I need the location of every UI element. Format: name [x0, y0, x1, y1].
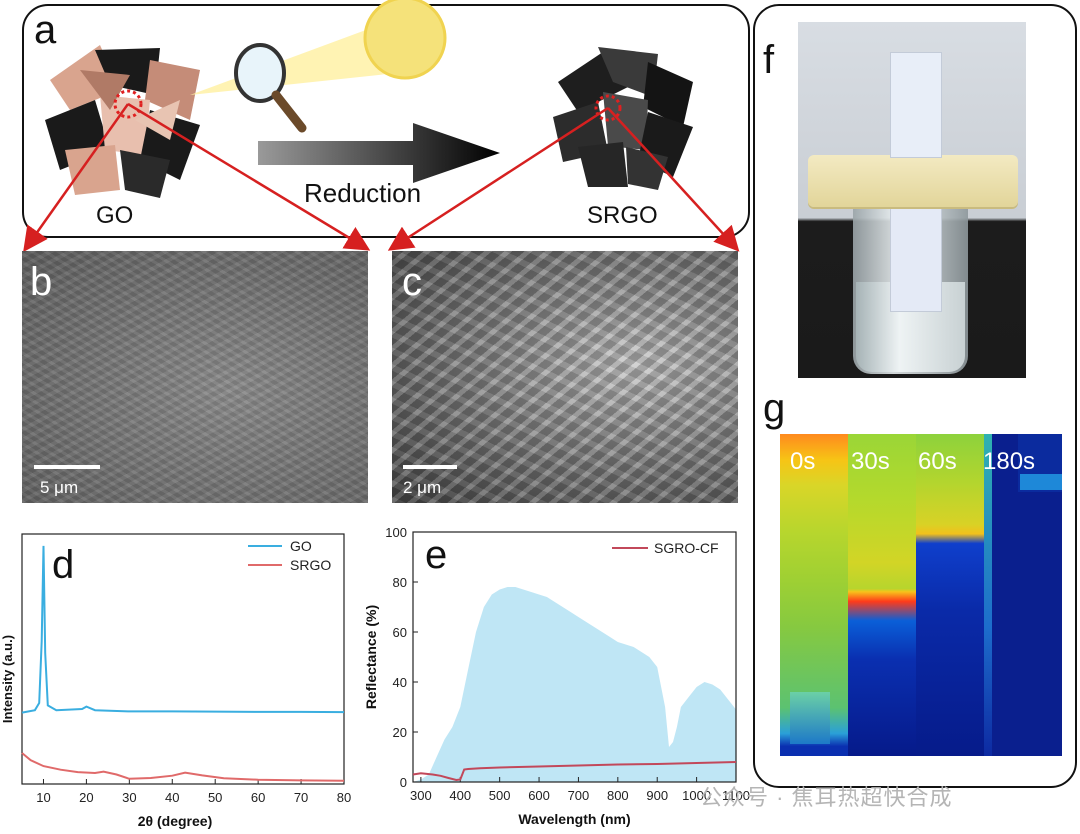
reduction-arrow — [258, 123, 500, 183]
legend-label-sgro-cf: SGRO-CF — [654, 540, 719, 556]
x-axis-label: Wavelength (nm) — [518, 811, 630, 827]
sem-image-go — [22, 251, 368, 503]
x-tick-label: 800 — [607, 788, 629, 803]
thermal-image-60s — [916, 434, 984, 756]
legend-label-srgo: SRGO — [290, 557, 331, 573]
x-tick-label: 10 — [36, 790, 50, 805]
x-tick-label: 1000 — [682, 788, 711, 803]
series-line-srgo — [21, 752, 345, 782]
series-line-go — [21, 545, 345, 714]
sem-image-srgo — [392, 251, 738, 503]
y-tick-label: 100 — [385, 525, 407, 540]
panel-g-letter: g — [763, 386, 786, 430]
thermal-image-180s — [984, 434, 1062, 756]
solar-spectrum-area — [413, 587, 736, 782]
x-tick-label: 500 — [489, 788, 511, 803]
xrd-chart: 10 20 30 40 50 60 70 80 2θ (degree) Intensity (a.… — [0, 533, 351, 829]
panel-b-letter: b — [30, 260, 53, 304]
go-illustration — [45, 45, 200, 198]
time-label-30s: 30s — [851, 448, 890, 475]
x-tick-label: 20 — [79, 790, 93, 805]
scale-label-c: 2 μm — [403, 478, 442, 497]
y-tick-label: 80 — [393, 575, 407, 590]
watermark-text: 公众号 · 焦耳热超快合成 — [700, 785, 953, 810]
plot-frame — [412, 531, 737, 783]
x-tick-label: 300 — [410, 788, 432, 803]
evaporator-photo — [798, 22, 1026, 378]
y-tick-label: 40 — [393, 675, 407, 690]
time-label-60s: 60s — [918, 448, 957, 475]
x-tick-label: 70 — [294, 790, 308, 805]
reflectance-chart: 300 400 500 600 700 800 900 1000 1100 0 20 40 60 80 10… — [363, 525, 750, 827]
x-tick-label: 80 — [337, 790, 351, 805]
foam-holder — [808, 155, 1018, 207]
panel-d-letter: d — [52, 543, 75, 587]
thermal-image-0s — [780, 434, 848, 756]
sample-strip-top — [890, 52, 942, 158]
thermal-image-30s — [848, 434, 916, 756]
x-tick-label: 700 — [568, 788, 590, 803]
time-label-180s: 180s — [983, 448, 1036, 475]
y-tick-label: 0 — [400, 775, 407, 790]
x-tick-label: 60 — [251, 790, 265, 805]
x-axis-label: 2θ (degree) — [138, 813, 212, 829]
x-tick-label: 400 — [449, 788, 471, 803]
zoom-connector-lines — [23, 102, 740, 253]
x-tick-label: 900 — [646, 788, 668, 803]
sunlight-magnifier-illustration — [190, 0, 447, 133]
x-tick-label: 40 — [165, 790, 179, 805]
y-axis-label: Reflectance (%) — [363, 605, 379, 709]
panel-f-letter: f — [763, 38, 775, 82]
y-axis-label: Intensity (a.u.) — [0, 635, 15, 723]
panel-e-letter: e — [425, 533, 448, 577]
scale-label-b: 5 μm — [40, 478, 79, 497]
reduction-label: Reduction — [304, 178, 422, 208]
x-tick-label: 30 — [122, 790, 136, 805]
panel-c-letter: c — [402, 260, 422, 304]
x-tick-label: 600 — [528, 788, 550, 803]
legend-label-go: GO — [290, 538, 312, 554]
x-tick-label: 1100 — [722, 788, 750, 803]
series-line-sgro-cf — [412, 761, 737, 782]
y-tick-label: 20 — [393, 725, 407, 740]
go-label: GO — [96, 202, 134, 229]
plot-frame — [21, 533, 345, 785]
srgo-label: SRGO — [587, 202, 658, 229]
y-tick-label: 60 — [393, 625, 407, 640]
scale-bar-c — [403, 465, 457, 469]
x-tick-label: 50 — [208, 790, 222, 805]
time-label-0s: 0s — [790, 448, 816, 475]
scale-bar-b — [34, 465, 100, 469]
panel-a-letter: a — [34, 8, 57, 52]
